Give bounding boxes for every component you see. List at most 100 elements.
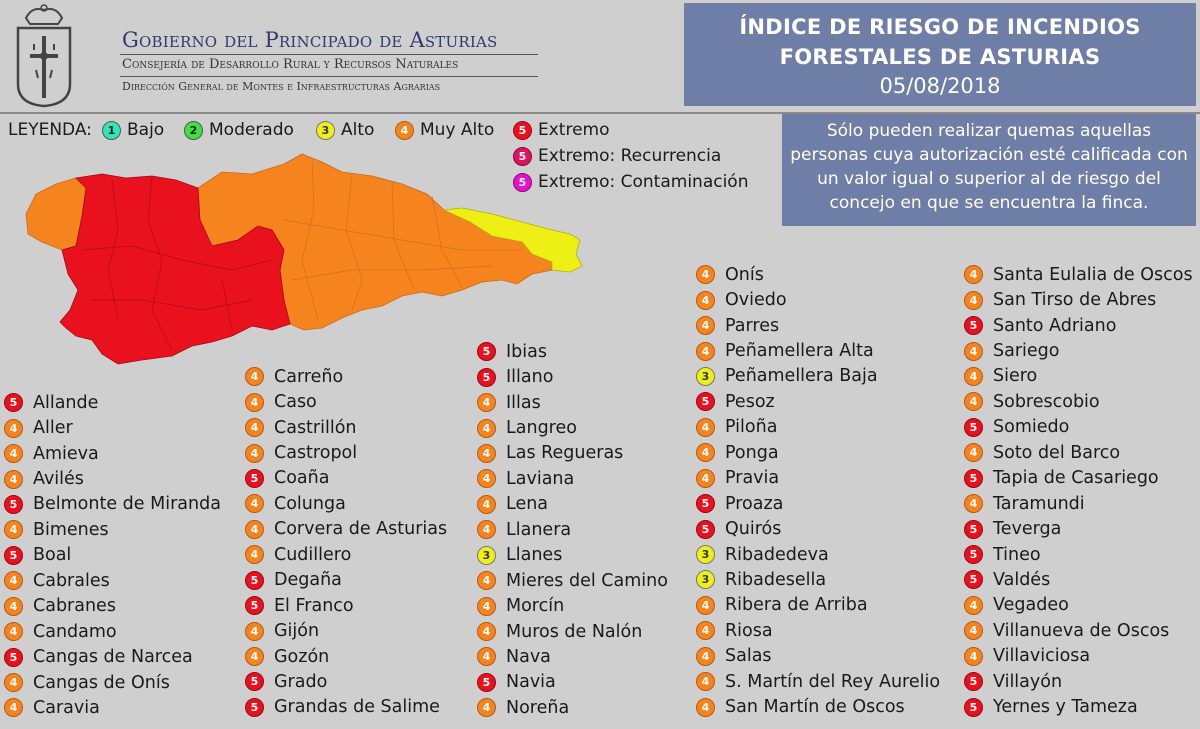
municipality-name: Piloña <box>725 417 778 438</box>
municipality-column-4: 4 Onís 4 Oviedo 4 Parres 4 Peñamellera Alta 3 Peñ… <box>696 262 940 720</box>
municipality-name: Siero <box>993 366 1038 387</box>
risk-badge: 4 <box>245 418 264 438</box>
municipality-name: Llanera <box>506 519 572 540</box>
municipality-row: 4 Muros de Nalón <box>477 619 668 644</box>
divider <box>120 54 538 55</box>
coat-of-arms-icon <box>16 4 72 108</box>
municipality-row: 5 Somiedo <box>964 415 1193 440</box>
risk-badge: 5 <box>4 647 23 667</box>
risk-badge: 4 <box>964 265 983 285</box>
risk-badge: 4 <box>696 290 715 310</box>
risk-badge: 4 <box>477 494 496 514</box>
municipality-row: 5 Degaña <box>245 568 447 593</box>
municipality-name: Coaña <box>274 468 330 489</box>
municipality-name: Ribadesella <box>725 569 827 590</box>
municipality-name: Caso <box>274 392 317 413</box>
municipality-name: Valdés <box>993 569 1051 590</box>
risk-badge: 4 <box>4 673 23 693</box>
municipality-name: Cudillero <box>274 544 352 565</box>
municipality-name: Gijón <box>274 621 320 642</box>
municipality-name: Avilés <box>33 469 84 490</box>
directorate-name: Dirección General de Montes e Infraestru… <box>122 80 441 93</box>
municipality-row: 5 Cangas de Narcea <box>4 644 221 669</box>
risk-badge: 4 <box>477 443 496 463</box>
municipality-row: 4 Piloña <box>696 415 940 440</box>
risk-badge: 4 <box>696 417 715 437</box>
municipality-name: Parres <box>725 315 780 336</box>
municipality-name: Lena <box>506 494 549 515</box>
municipality-row: 5 Navia <box>477 670 668 695</box>
municipality-name: Candamo <box>33 621 117 642</box>
municipality-name: Soto del Barco <box>993 442 1121 463</box>
municipality-row: 4 Salas <box>696 644 940 669</box>
municipality-name: Morcín <box>506 596 565 617</box>
risk-badge: 4 <box>245 443 264 463</box>
risk-badge: 4 <box>964 595 983 615</box>
risk-badge: 4 <box>477 698 496 718</box>
burning-permit-note: Sólo pueden realizar quemas aquellas per… <box>782 114 1196 226</box>
municipality-name: Degaña <box>274 570 342 591</box>
municipality-name: Peñamellera Alta <box>725 341 874 362</box>
municipality-name: Nava <box>506 646 551 667</box>
municipality-name: Ibias <box>506 341 547 362</box>
municipality-row: 4 Avilés <box>4 466 221 491</box>
risk-badge: 5 <box>964 545 983 565</box>
municipality-row: 5 Belmonte de Miranda <box>4 492 221 517</box>
municipality-name: Vegadeo <box>993 595 1069 616</box>
municipality-column-3: 5 Ibias 5 Illano 4 Illas 4 Langreo 4 Las Regueras… <box>477 339 668 721</box>
municipality-name: Tineo <box>993 544 1041 565</box>
legend-label: LEYENDA: <box>8 120 92 140</box>
legend-item-extremo-recurrencia: 5 Extremo: Recurrencia <box>513 146 721 166</box>
municipality-name: Santo Adriano <box>993 315 1117 336</box>
municipality-name: Pesoz <box>725 391 775 412</box>
legend-label-text: Alto <box>341 120 375 140</box>
risk-badge: 4 <box>245 392 264 412</box>
municipality-name: Somiedo <box>993 417 1070 438</box>
municipality-row: 4 Cabrales <box>4 568 221 593</box>
municipality-row: 4 Cabranes <box>4 594 221 619</box>
risk-badge: 4 <box>964 392 983 412</box>
municipality-name: Ponga <box>725 442 779 463</box>
municipality-name: Salas <box>725 646 772 667</box>
municipality-name: San Tirso de Abres <box>993 290 1157 311</box>
municipality-row: 4 Gijón <box>245 618 447 643</box>
municipality-name: Sariego <box>993 341 1060 362</box>
municipality-column-1: 5 Allande 4 Aller 4 Amieva 4 Avilés 5 Belmonte de… <box>4 390 221 721</box>
municipality-row: 4 Santa Eulalia de Oscos <box>964 262 1193 287</box>
risk-badge: 5 <box>4 494 23 514</box>
municipality-name: Llanes <box>506 545 563 566</box>
risk-badge: 5 <box>964 519 983 539</box>
municipality-name: Langreo <box>506 418 577 439</box>
risk-badge: 4 <box>4 622 23 642</box>
municipality-row: 5 Proaza <box>696 491 940 516</box>
risk-badge: 4 <box>964 621 983 641</box>
risk-badge: 4 <box>4 571 23 591</box>
risk-badge: 4 <box>477 647 496 667</box>
municipality-name: Oviedo <box>725 290 787 311</box>
department-name: Consejería de Desarrollo Rural y Recurso… <box>122 57 459 72</box>
municipality-name: Amieva <box>33 443 99 464</box>
municipality-row: 4 Langreo <box>477 415 668 440</box>
municipality-name: Castrillón <box>274 417 357 438</box>
risk-badge: 4 <box>4 469 23 489</box>
municipality-row: 5 Tineo <box>964 542 1193 567</box>
municipality-row: 4 Cangas de Onís <box>4 670 221 695</box>
municipality-row: 5 Grandas de Salime <box>245 695 447 720</box>
municipality-name: Noreña <box>506 697 570 718</box>
municipality-name: Illas <box>506 392 541 413</box>
municipality-name: Quirós <box>725 519 782 540</box>
municipality-name: Riosa <box>725 620 773 641</box>
municipality-row: 4 Noreña <box>477 695 668 720</box>
municipality-row: 4 Laviana <box>477 466 668 491</box>
municipality-row: 4 Cudillero <box>245 542 447 567</box>
legend-item-extremo: 5 Extremo <box>513 120 610 140</box>
municipality-row: 4 Pravia <box>696 466 940 491</box>
legend-label-text: Extremo: Recurrencia <box>538 146 722 166</box>
legend-label-text: Extremo <box>538 120 610 140</box>
risk-badge: 4 <box>477 393 496 413</box>
risk-badge: 4 <box>696 672 715 692</box>
municipality-name: Muros de Nalón <box>506 621 643 642</box>
municipality-row: 4 Vegadeo <box>964 593 1193 618</box>
municipality-row: 4 Sobrescobio <box>964 389 1193 414</box>
risk-badge: 4 <box>696 468 715 488</box>
